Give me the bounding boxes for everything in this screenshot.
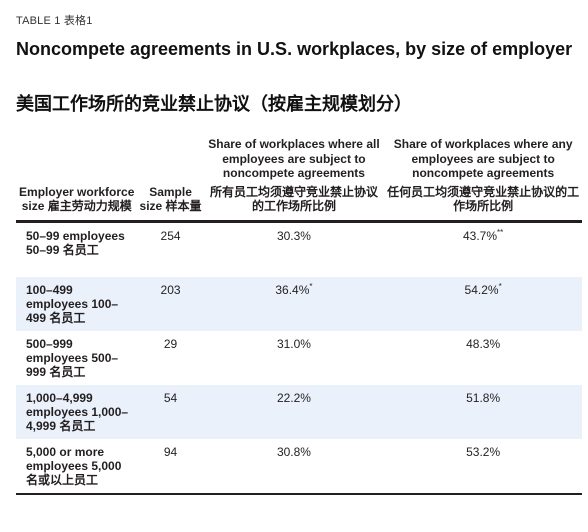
significance-mark: * bbox=[498, 281, 502, 291]
share-all-cell: 22.2% bbox=[203, 384, 385, 439]
share-any-cell: 48.3% bbox=[384, 331, 582, 385]
sample-size-cell: 254 bbox=[160, 228, 181, 243]
share-any-value: 48.3% bbox=[466, 336, 501, 351]
table-row: 50–99 employees 50–99 名员工 254 30.3% 43.7… bbox=[16, 221, 582, 277]
share-any-value: 43.7% bbox=[463, 228, 498, 243]
table-title-english: Noncompete agreements in U.S. workplaces… bbox=[16, 39, 573, 59]
row-label: 50–99 employees 50–99 名员工 bbox=[26, 228, 125, 257]
table-row: 1,000–4,999 employees 1,000–4,999 名员工 54… bbox=[16, 384, 582, 439]
share-all-value: 30.3% bbox=[276, 228, 311, 243]
share-any-cell: 53.2% bbox=[384, 439, 582, 494]
header-row: Employer workforce size 雇主劳动力规模 Sample s… bbox=[16, 137, 582, 221]
table-row: 500–999 employees 500–999 名员工 29 31.0% 4… bbox=[16, 331, 582, 385]
header-share-any: Share of workplaces where any employees … bbox=[384, 137, 582, 221]
sample-size-cell: 203 bbox=[137, 276, 204, 331]
share-any-value: 53.2% bbox=[466, 444, 501, 459]
share-any-cell: 43.7%** bbox=[384, 221, 582, 277]
sample-size-cell: 29 bbox=[163, 336, 178, 351]
row-label: 500–999 employees 500–999 名员工 bbox=[26, 336, 119, 379]
header-share-any-chinese: 任何员工均须遵守竞业禁止协议的工作场所比例 bbox=[387, 184, 580, 214]
table-row: 5,000 or more employees 5,000 名或以上员工 94 … bbox=[16, 439, 582, 494]
share-all-cell: 30.3% bbox=[204, 221, 385, 277]
sample-size-cell: 94 bbox=[163, 444, 178, 459]
share-all-cell: 30.8% bbox=[204, 439, 385, 494]
header-share-all: Share of workplaces where all employees … bbox=[204, 137, 385, 221]
header-share-any-english: Share of workplaces where any employees … bbox=[393, 137, 573, 180]
row-label: 100–499 employees 100–499 名员工 bbox=[16, 276, 138, 331]
significance-mark: ** bbox=[497, 227, 504, 237]
share-all-value: 31.0% bbox=[276, 336, 311, 351]
share-all-value: 36.4% bbox=[275, 282, 310, 297]
significance-mark: * bbox=[309, 281, 313, 291]
row-label: 5,000 or more employees 5,000 名或以上员工 bbox=[26, 444, 122, 487]
share-any-cell: 54.2%* bbox=[384, 276, 582, 331]
share-any-cell: 51.8% bbox=[384, 384, 582, 439]
sample-size-cell: 54 bbox=[137, 384, 204, 439]
header-employer-size: Employer workforce size 雇主劳动力规模 bbox=[19, 184, 135, 214]
header-sample-size: Sample size 样本量 bbox=[139, 184, 202, 214]
share-any-value: 54.2% bbox=[464, 282, 499, 297]
table-title-chinese: 美国工作场所的竞业禁止协议（按雇主规模划分） bbox=[16, 94, 412, 114]
table-row: 100–499 employees 100–499 名员工 203 36.4%*… bbox=[16, 276, 582, 331]
row-label: 1,000–4,999 employees 1,000–4,999 名员工 bbox=[16, 384, 138, 439]
share-all-cell: 36.4%* bbox=[203, 276, 385, 331]
header-share-all-english: Share of workplaces where all employees … bbox=[208, 137, 380, 180]
share-all-value: 22.2% bbox=[276, 390, 311, 405]
table-tag: TABLE 1 表格1 bbox=[16, 15, 93, 27]
noncompete-table: Employer workforce size 雇主劳动力规模 Sample s… bbox=[16, 137, 582, 495]
share-all-value: 30.8% bbox=[276, 444, 311, 459]
header-share-all-chinese: 所有员工均须遵守竞业禁止协议的工作场所比例 bbox=[209, 184, 378, 214]
share-any-value: 51.8% bbox=[466, 390, 501, 405]
share-all-cell: 31.0% bbox=[204, 331, 385, 385]
